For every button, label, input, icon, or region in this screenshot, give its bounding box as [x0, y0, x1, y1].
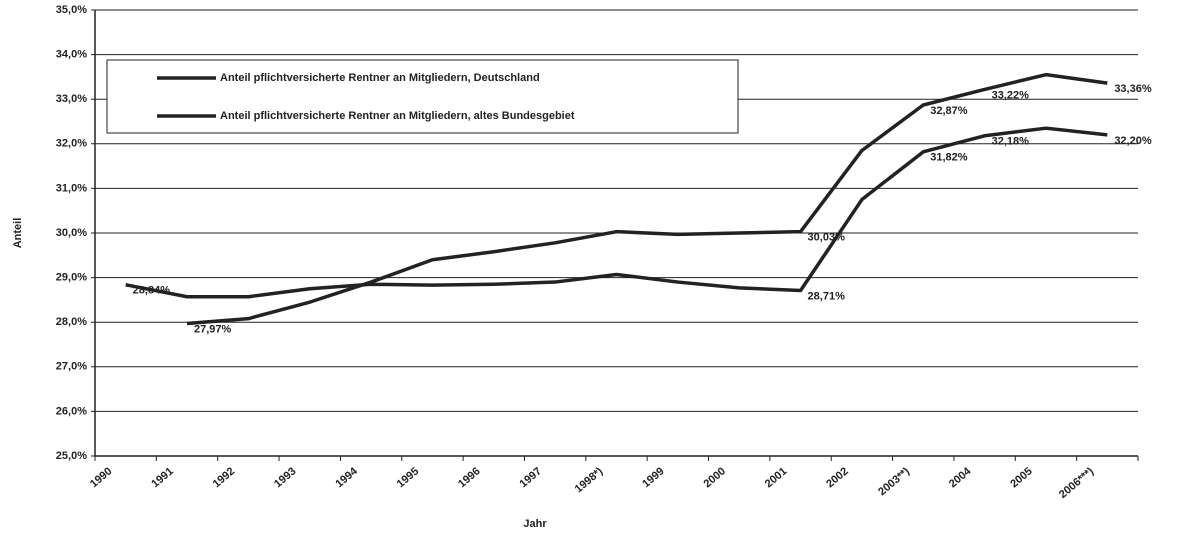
- x-tick-label: 2004: [947, 465, 974, 490]
- legend-label: Anteil pflichtversicherte Rentner an Mit…: [220, 72, 540, 84]
- y-tick-label: 31,0%: [56, 182, 87, 194]
- data-label: 33,36%: [1114, 83, 1152, 95]
- data-label: 28,71%: [808, 290, 846, 302]
- data-label: 32,87%: [930, 105, 968, 117]
- data-label: 32,20%: [1114, 135, 1152, 147]
- x-tick-label: 1997: [517, 465, 543, 490]
- x-tick-label: 1994: [333, 465, 360, 490]
- y-tick-label: 33,0%: [56, 93, 87, 105]
- y-tick-label: 34,0%: [56, 49, 87, 61]
- y-tick-label: 30,0%: [56, 227, 87, 239]
- x-tick-label: 2000: [702, 465, 728, 490]
- x-axis-title: Jahr: [523, 518, 547, 530]
- data-label: 33,22%: [992, 89, 1030, 101]
- y-tick-label: 28,0%: [56, 316, 87, 328]
- x-tick-label: 2001: [763, 465, 789, 490]
- x-tick-label: 1990: [88, 465, 114, 490]
- data-label: 32,18%: [992, 136, 1030, 148]
- x-tick-label: 1993: [272, 465, 298, 490]
- legend-box: [106, 59, 739, 134]
- data-label: 28,84%: [133, 285, 171, 297]
- x-tick-label: 1992: [211, 465, 237, 490]
- y-tick-label: 27,0%: [56, 361, 87, 373]
- series-line: [125, 126, 1108, 299]
- y-tick-label: 25,0%: [56, 450, 87, 462]
- data-label: 31,82%: [930, 152, 968, 164]
- x-tick-label: 2002: [824, 465, 850, 490]
- x-tick-label: 1999: [640, 465, 666, 490]
- x-tick-label: 1995: [395, 465, 421, 490]
- legend-label: Anteil pflichtversicherte Rentner an Mit…: [220, 110, 575, 122]
- x-tick-label: 2003**): [876, 465, 912, 498]
- series-line: [186, 72, 1108, 326]
- y-tick-label: 29,0%: [56, 272, 87, 284]
- x-tick-label: 1991: [149, 465, 175, 490]
- y-axis-title: Anteil: [12, 218, 24, 249]
- x-tick-label: 1998*): [573, 465, 606, 495]
- y-tick-label: 32,0%: [56, 138, 87, 150]
- data-label: 27,97%: [194, 323, 232, 335]
- y-tick-label: 26,0%: [56, 405, 87, 417]
- y-tick-label: 35,0%: [56, 4, 87, 16]
- x-tick-label: 2006***): [1057, 465, 1096, 501]
- x-tick-label: 2005: [1008, 465, 1034, 490]
- x-tick-label: 1996: [456, 465, 482, 490]
